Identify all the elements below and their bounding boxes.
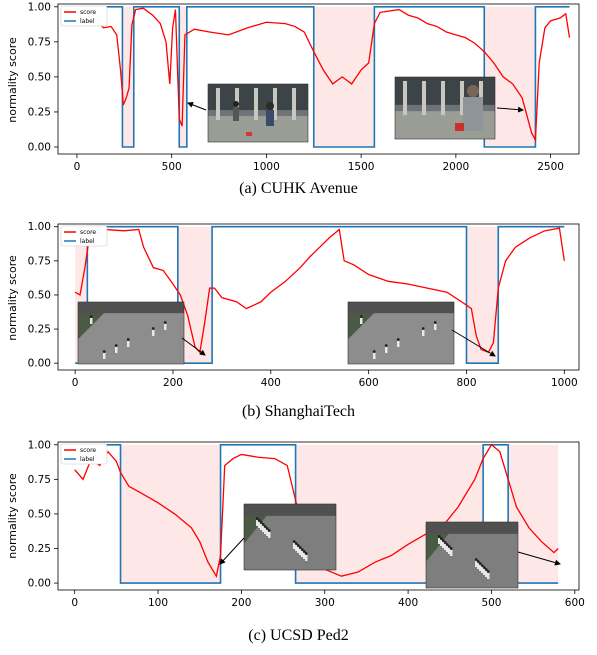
inset-arrow-1-1 [451,329,496,357]
x-tick-label: 0 [72,377,79,389]
legend-label-score: score [80,229,96,236]
x-tick-label: 2500 [537,161,564,173]
y-tick-label: 0.00 [28,358,51,370]
x-tick-label: 600 [565,597,585,609]
y-tick-label: 1.00 [28,221,51,233]
legend-label-label: label [80,238,95,245]
x-tick-label: 400 [261,377,281,389]
legend-label-label: label [80,18,95,25]
inset-frame-2-0 [243,503,337,571]
caption-cuhk-avenue: (a) CUHK Avenue [239,180,358,197]
legend: score label [60,5,108,27]
y-tick-label: 0.00 [28,578,51,590]
y-tick-label: 0.25 [28,543,51,555]
y-axis-label: normality score [6,255,19,341]
x-tick-label: 200 [163,377,183,389]
x-tick-label: 400 [398,597,418,609]
anomaly-region [313,6,375,147]
y-axis-label: normality score [6,37,19,123]
legend: score label [60,225,108,247]
x-tick-label: 0 [71,597,78,609]
y-tick-label: 0.25 [28,106,51,118]
y-tick-label: 0.75 [28,474,51,486]
anomaly-region [122,6,134,147]
x-tick-label: 500 [162,161,182,173]
inset-arrow-2-0 [219,537,245,565]
y-tick-label: 0.50 [28,71,51,83]
axes-frame [57,3,580,155]
inset-arrow-0-0 [187,102,207,111]
x-tick-label: 500 [481,597,501,609]
y-tick-label: 1.00 [28,1,51,13]
x-tick-label: 200 [231,597,251,609]
x-tick-label: 600 [359,377,379,389]
caption-shanghaitech: (b) ShanghaiTech [241,403,356,420]
legend-label-score: score [80,9,96,16]
panel-cuhk-avenue: 0 500 1000 1500 2000 2500 0.00 0.25 0.50 0.75 1.00… [0,0,597,218]
y-tick-label: 0.00 [28,141,51,153]
inset-frame-0-1 [394,76,496,140]
y-tick-label: 0.25 [28,324,51,336]
panel-shanghaitech: 0 200 400 600 800 1000 0.00 0.25 0.50 0.75 1.00 nor… [0,218,597,436]
inset-arrow-0-1 [496,106,524,113]
anomaly-region [120,444,221,584]
inset-frame-1-0 [77,301,185,365]
axes-frame [57,223,580,371]
series-score-line [74,443,559,578]
axes-frame [57,441,580,591]
y-tick-label: 1.00 [28,439,51,451]
inset-frame-2-1 [425,521,519,589]
legend: score label [60,443,108,465]
series-score-line [76,7,571,143]
inset-frame-1-1 [347,301,455,365]
series-label-line [76,6,570,148]
legend-label-score: score [80,447,96,454]
y-tick-label: 0.75 [28,255,51,267]
inset-arrow-2-1 [517,551,561,566]
inset-arrow-1-0 [181,337,206,356]
x-tick-label: 100 [148,597,168,609]
x-tick-label: 800 [456,377,476,389]
inset-frame-0-0 [207,83,309,143]
chart-cuhk-avenue: 0 500 1000 1500 2000 2500 0.00 0.25 0.50 0.75 1.00… [6,1,580,173]
y-axis-label: normality score [6,473,19,559]
chart-ucsd-ped2: 0 100 200 300 400 500 600 0.00 0.25 0.50 0.75 1.00 n… [6,439,585,609]
panel-ucsd-ped2: 0 100 200 300 400 500 600 0.00 0.25 0.50 0.75 1.00 n… [0,436,597,655]
chart-shanghaitech: 0 200 400 600 800 1000 0.00 0.25 0.50 0.75 1.00 nor… [6,221,580,389]
y-tick-label: 0.50 [28,289,51,301]
x-tick-label: 1000 [253,161,280,173]
y-tick-label: 0.75 [28,36,51,48]
y-tick-label: 0.50 [28,508,51,520]
x-tick-label: 1500 [348,161,375,173]
x-tick-label: 0 [74,161,81,173]
caption-ucsd-ped2: (c) UCSD Ped2 [248,627,349,644]
x-tick-label: 1000 [551,377,578,389]
x-tick-label: 300 [315,597,335,609]
x-tick-label: 2000 [442,161,469,173]
legend-label-label: label [80,456,95,463]
